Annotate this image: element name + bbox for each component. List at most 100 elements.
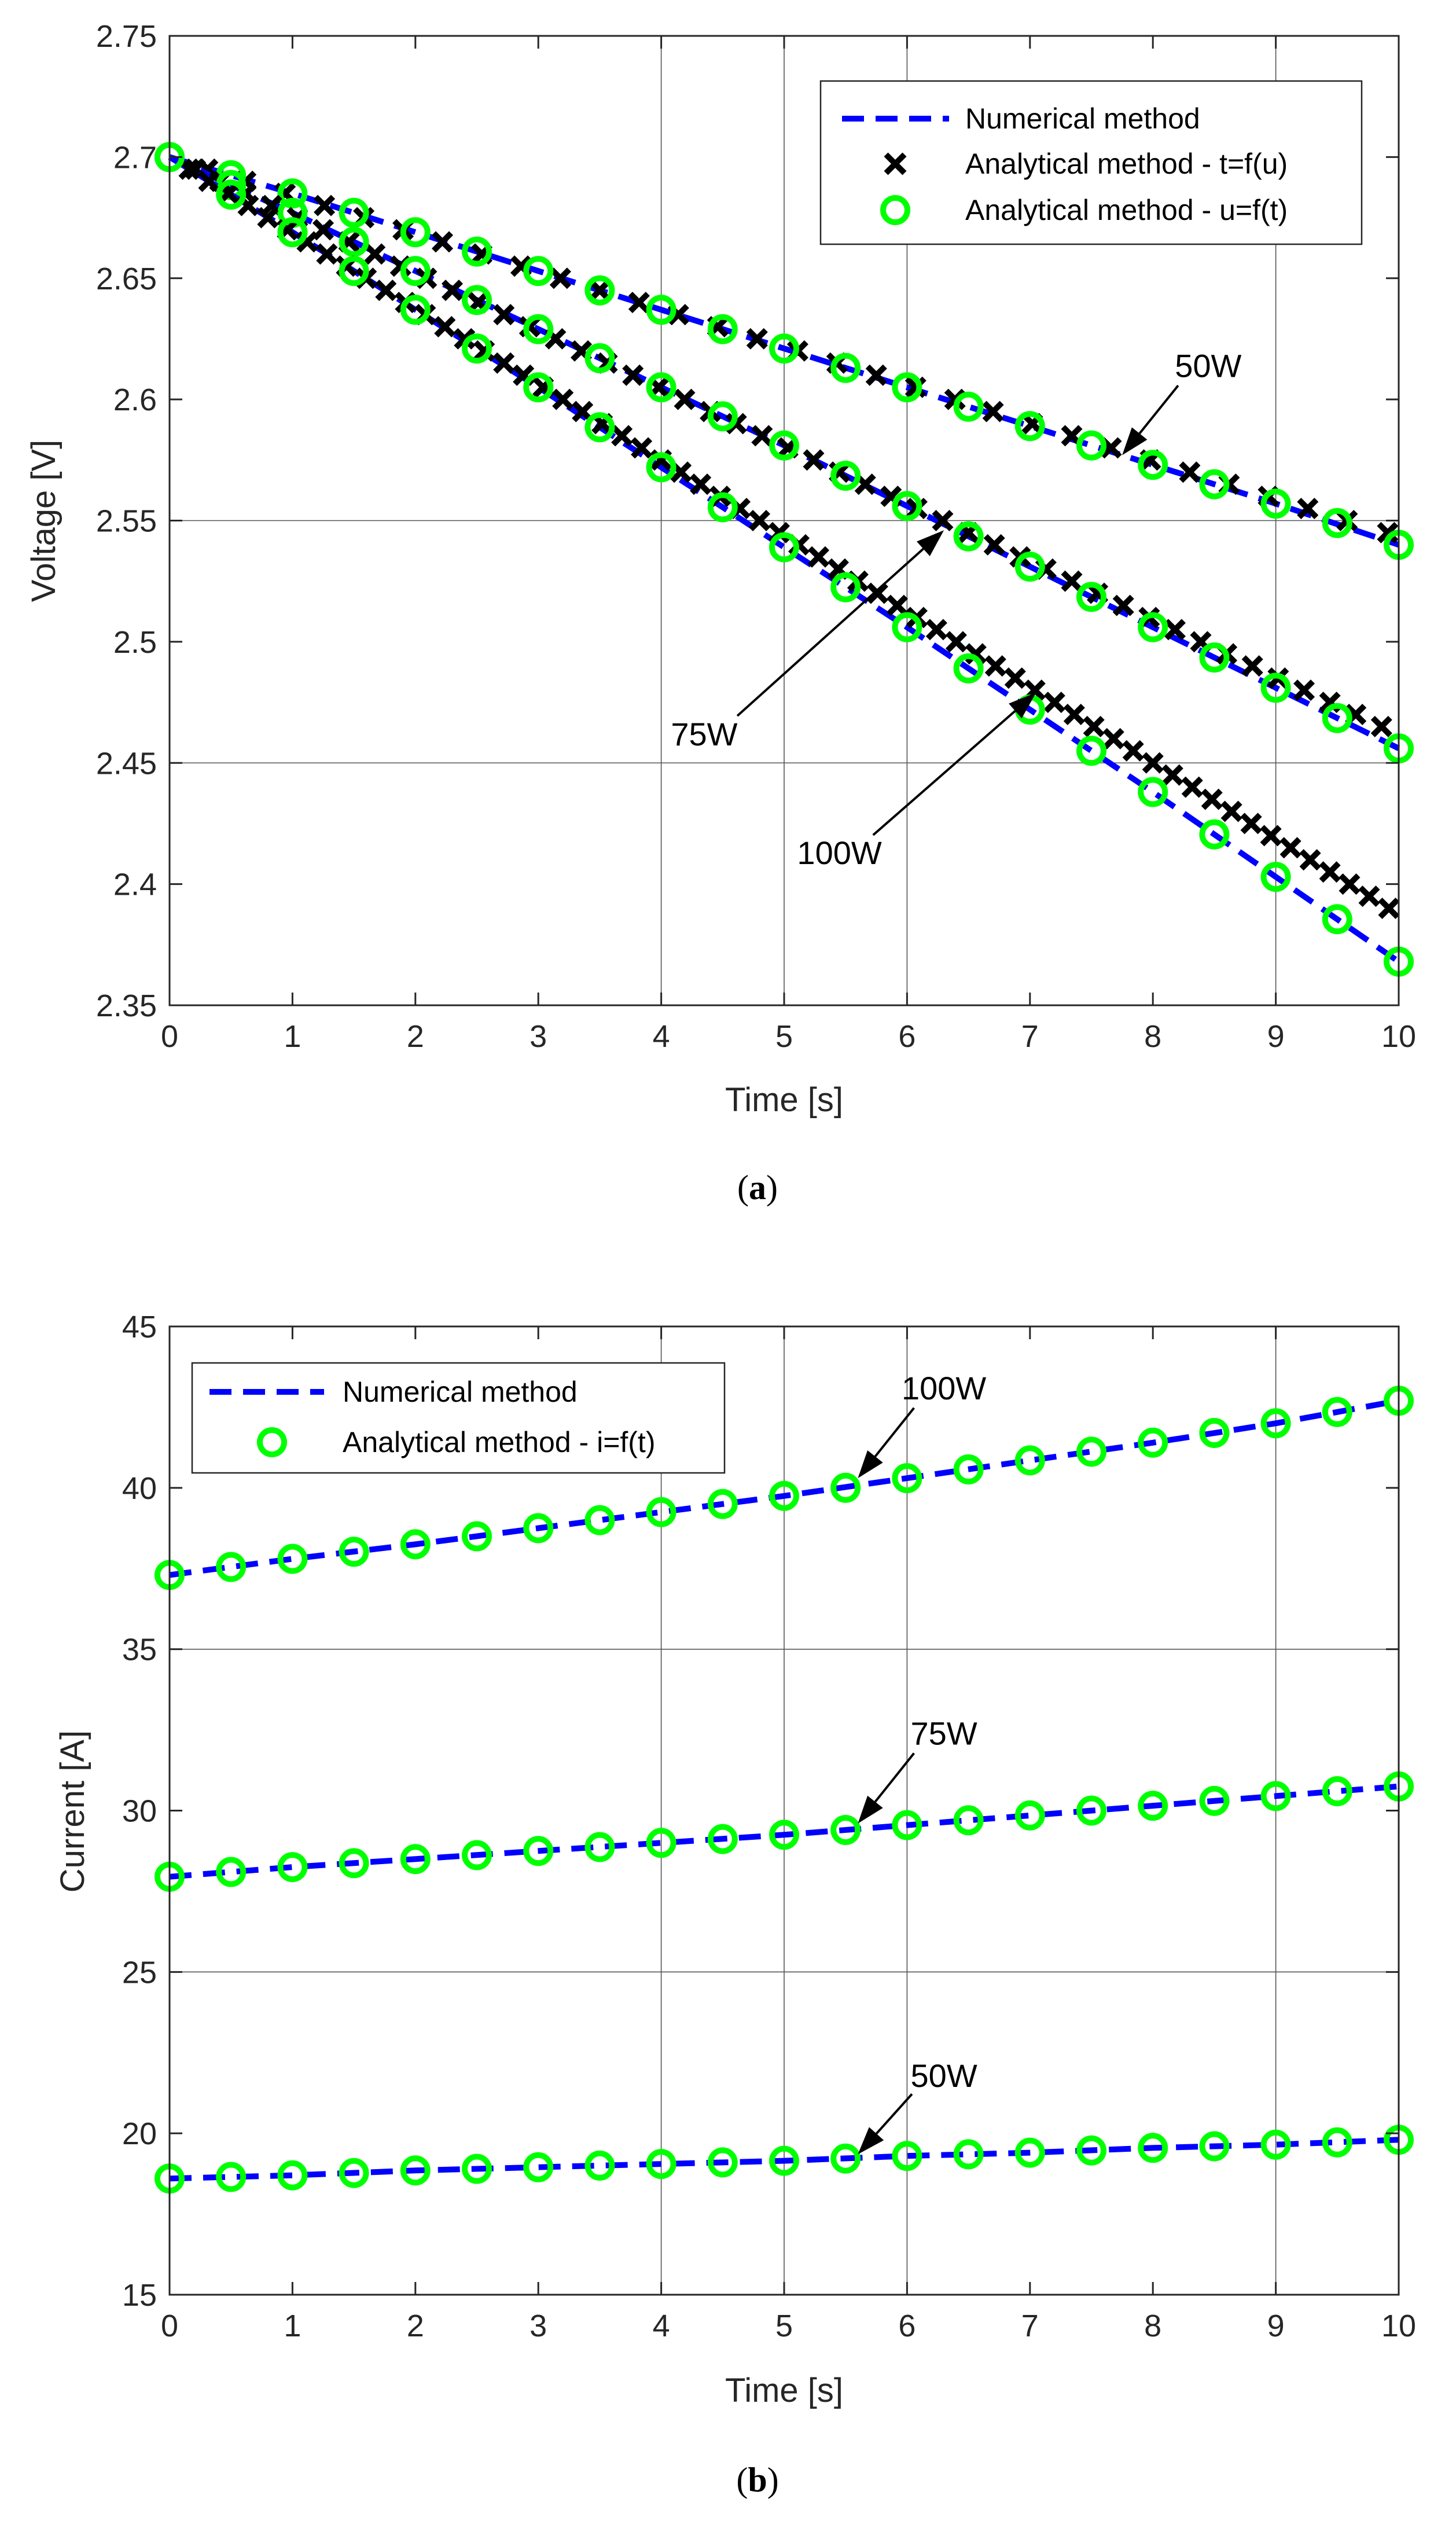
panel-b-series-100w — [155, 1386, 1414, 1590]
panel-a-legend: Numerical method Analytical method - t=f… — [819, 80, 1363, 245]
panel-a-series-100w-tfu-marker — [572, 400, 594, 422]
panel-a-series-100w-analytic-circle — [1260, 862, 1291, 892]
panel-a-series-75w-tfu-marker — [441, 280, 464, 302]
panel-a-xtick-label-10: 10 — [1381, 1019, 1416, 1054]
panel-a-series-100w-tfu-marker — [1161, 764, 1183, 786]
panel-a-annotation-arrow-75w — [736, 530, 944, 717]
panel-b-series-100w-analytic-circle — [1322, 1397, 1352, 1427]
panel-b-series-75w-analytic-circle — [1199, 1785, 1230, 1816]
panel-b-series-50w-analytic-circle — [216, 2162, 247, 2192]
panel-a-series-100w-analytic-circle — [1322, 904, 1352, 935]
panel-a-series-100w-tfu-marker — [493, 352, 515, 374]
panel-a-series-50w-tfu-marker — [549, 267, 571, 289]
panel-b-series-100w-analytic-circle — [1260, 1408, 1291, 1439]
panel-b-annotations: 100W 75W 50W — [858, 1370, 986, 2155]
panel-b-series-75w-analytic-circle — [400, 1844, 431, 1875]
panel-b-series-100w-analytic-circle — [769, 1480, 799, 1511]
panel-b-series-50w-analytic-circle — [892, 2141, 922, 2171]
panel-a-series-100w-analytic-circle — [277, 217, 308, 248]
panel-a-series-100w-analytic-circle — [462, 333, 492, 364]
panel-a-series-75w-analytic-circle — [400, 256, 431, 286]
panel-b-xtick-label-0: 0 — [161, 2309, 178, 2343]
panel-b-series-100w-analytic-circle — [277, 1544, 308, 1574]
panel-a-series-100w-tfu-marker — [945, 631, 967, 653]
panel-a-annotation-arrow-100w — [872, 692, 1036, 836]
panel-a-series-100w-tfu-marker — [552, 388, 574, 410]
panel-a-series-75w-analytic-circle — [523, 314, 554, 344]
panel-a-series-100w-analytic-circle — [707, 492, 738, 523]
panel-b-series-50w-analytic-circle — [646, 2149, 676, 2180]
panel-a-ytick-label-2-45: 2.45 — [96, 746, 157, 781]
panel-b-series-100w-analytic-circle — [830, 1472, 861, 1503]
legend-a-uft-swatch — [880, 195, 910, 225]
panel-a-series-100w-tfu-marker — [1181, 776, 1203, 798]
panel-b-annotation-arrow-75w — [858, 1752, 915, 1824]
panel-b-xtick-label-8: 8 — [1144, 2309, 1161, 2343]
panel-a-series-75w-analytic-circle — [1260, 672, 1291, 703]
panel-a-xtick-label-9: 9 — [1267, 1019, 1285, 1054]
panel-b-series-100w-analytic-circle — [216, 1552, 247, 1582]
legend-a-numerical-label: Numerical method — [965, 102, 1200, 135]
panel-a-series-75w-tfu-marker — [983, 534, 1005, 556]
panel-a-ylabel: Voltage [V] — [25, 440, 62, 602]
panel-b-series-100w-analytic-circle — [584, 1505, 615, 1535]
panel-a-series-75w-tfu-marker — [493, 304, 515, 326]
panel-a-series-100w-tfu-marker — [1063, 703, 1085, 726]
panel-b-ytick-label-25: 25 — [122, 1955, 157, 1990]
panel-a-xtick-label-4: 4 — [653, 1019, 670, 1054]
panel-a-series-75w-tfu-marker — [1061, 570, 1083, 592]
panel-a-series-50w-analytic-circle — [584, 275, 615, 306]
panel-a-series-50w-analytic-circle — [769, 333, 799, 364]
panel-a-series-100w-tfu-marker — [1043, 692, 1065, 714]
panel-b-series-75w-analytic-circle — [1014, 1800, 1045, 1831]
panel-a-series-50w-analytic-circle — [953, 391, 984, 422]
panel-b-series-100w-analytic-circle — [646, 1497, 676, 1527]
panel-a-series-75w-tfu-marker — [364, 243, 386, 265]
panel-b-ylabel: Current [A] — [54, 1730, 91, 1892]
panel-a-series-50w-analytic-circle — [400, 217, 431, 248]
panel-a-annotation-75w: 75W — [671, 716, 737, 752]
panel-a-series-75w-analytic-circle — [953, 521, 984, 552]
panel-a-series-50w-tfu-marker — [1179, 461, 1201, 483]
panel-b-series-75w — [155, 1771, 1414, 1892]
panel-a-series-75w-tfu-marker — [725, 413, 747, 435]
panel-b-series-50w-analytic-circle — [769, 2145, 799, 2176]
panel-b-annotation-100w: 100W — [902, 1370, 986, 1406]
panel-a-series-50w-analytic-circle — [707, 314, 738, 344]
panel-a-series-75w-analytic-circle — [462, 285, 492, 315]
panel-a-series-50w-analytic-circle — [462, 236, 492, 267]
panel-a-series-75w-tfu-marker — [622, 364, 644, 386]
panel-a-series-100w-tfu-marker — [1358, 885, 1380, 907]
panel-a-legend-box — [819, 80, 1363, 245]
panel-a-series-75w-analytic-circle — [584, 343, 615, 373]
legend-a-tfu-label: Analytical method - t=f(u) — [965, 148, 1288, 180]
panel-b-ytick-label-15: 15 — [122, 2278, 157, 2313]
legend-a-tfu-swatch — [884, 152, 907, 175]
panel-a-series-100w-tfu-marker — [1240, 813, 1262, 835]
panel-b-xtick-label-5: 5 — [775, 2309, 793, 2343]
panel-b-series-100w-analytic-circle — [523, 1513, 554, 1544]
panel-a-annotation-arrow-50w — [1122, 384, 1179, 455]
panel-b-xtick-label-7: 7 — [1021, 2309, 1039, 2343]
panel-a-series-100w-analytic-circle — [953, 653, 984, 683]
panel-b-series-100w-analytic-circle — [462, 1521, 492, 1552]
panel-b-xtick-label-9: 9 — [1267, 2309, 1285, 2343]
panel-b-series-50w-analytic-circle — [1199, 2131, 1230, 2162]
panel-b-xtick-label-1: 1 — [284, 2309, 301, 2343]
panel-b-series-75w-analytic-circle — [1076, 1795, 1106, 1826]
panel-a-series-50w-analytic-circle — [1260, 488, 1291, 519]
panel-a-series-50w-analytic-circle — [646, 295, 676, 325]
panel-a-series-75w-tfu-marker — [751, 425, 773, 447]
panel-a-series-100w-tfu-marker — [984, 655, 1006, 677]
panel-a-series-100w-analytic-circle — [646, 452, 676, 483]
panel-a-series-100w-tfu-marker — [611, 425, 633, 447]
panel-a-series-100w-tfu-marker — [1378, 897, 1400, 920]
panel-a-series-100w-tfu-marker — [178, 158, 200, 180]
panel-a-ytick-label-2-75: 2.75 — [96, 19, 157, 54]
panel-a-ytick-label-2-7: 2.7 — [113, 140, 157, 175]
panel-a-series-75w-analytic-circle — [1322, 703, 1352, 733]
panel-a-xtick-label-3: 3 — [530, 1019, 547, 1054]
panel-a-annotation-100w: 100W — [797, 835, 881, 871]
panel-a-series-50w-tfu-marker — [944, 388, 966, 410]
